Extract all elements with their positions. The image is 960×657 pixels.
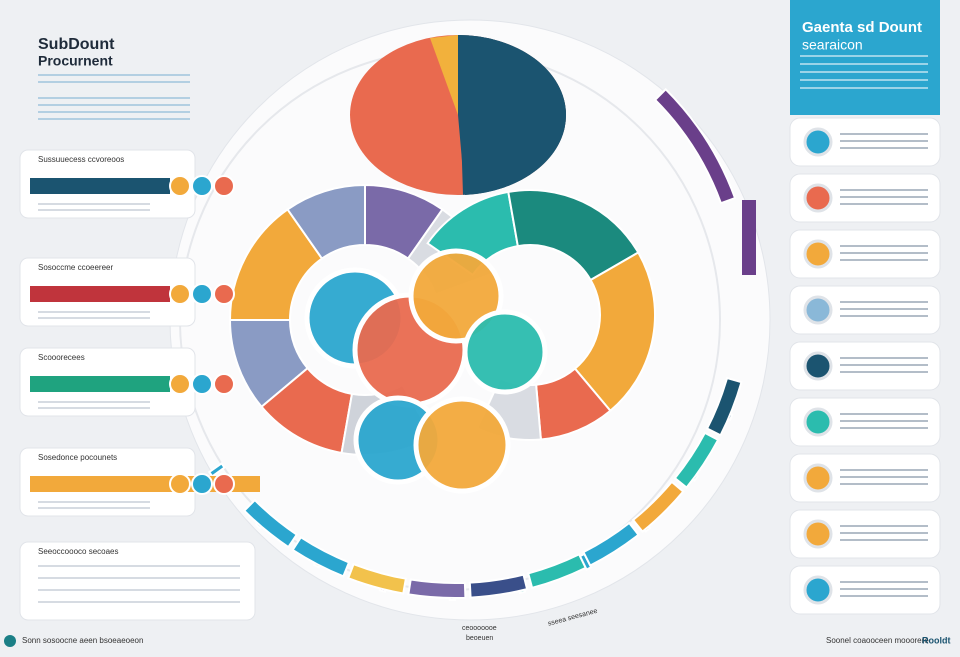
panel-icon xyxy=(169,283,191,305)
ring-segment xyxy=(653,87,737,205)
ring-segment xyxy=(582,521,640,567)
footer-text: Soonel coaooceen mooorere xyxy=(826,636,929,645)
footer-text: Sonn sosoocne aeen bsoeaeoeon xyxy=(22,636,143,645)
card-icon xyxy=(803,127,833,157)
card-icon xyxy=(803,575,833,605)
card xyxy=(789,565,941,615)
bubble xyxy=(413,396,511,494)
icon xyxy=(4,635,16,647)
card xyxy=(789,397,941,447)
ring-segment xyxy=(207,462,226,478)
center-label: beoeuen xyxy=(466,635,493,642)
bubble xyxy=(408,248,504,344)
panel-label: Seeoccoooco secoaes xyxy=(38,547,119,556)
panel-icon xyxy=(191,175,213,197)
card-icon xyxy=(803,463,833,493)
card xyxy=(789,341,941,391)
ring-segment xyxy=(242,498,299,549)
ring-segment xyxy=(346,562,408,595)
ring-segment xyxy=(407,578,467,599)
card-icon xyxy=(803,351,833,381)
card xyxy=(789,509,941,559)
panel-bar xyxy=(30,178,170,194)
ring-segment xyxy=(260,366,354,455)
ring-segment xyxy=(468,573,529,599)
header-box xyxy=(790,0,940,115)
card xyxy=(789,229,941,279)
card-icon xyxy=(803,407,833,437)
panel-icon xyxy=(169,373,191,395)
panel-icon xyxy=(191,373,213,395)
card xyxy=(789,285,941,335)
panel-label: Sussuuecess ccvoreoos xyxy=(38,155,124,164)
ring-segment xyxy=(631,480,685,533)
card-icon xyxy=(803,519,833,549)
ring-segment xyxy=(527,553,587,590)
ring-segment xyxy=(673,431,720,489)
panel-icon xyxy=(213,283,235,305)
card xyxy=(789,117,941,167)
bubble xyxy=(462,309,548,395)
ring-segment xyxy=(291,535,351,578)
card-icon xyxy=(803,183,833,213)
ring-segment xyxy=(228,319,309,409)
card-icon xyxy=(803,295,833,325)
title: SubDount xyxy=(38,36,115,53)
title: Procurnent xyxy=(38,53,113,69)
panel-icon xyxy=(213,373,235,395)
panel-label: Scooorecees xyxy=(38,353,85,362)
panel-bar xyxy=(30,376,170,392)
panel-icon xyxy=(191,283,213,305)
header-title: Gaenta sd Dount xyxy=(802,19,922,36)
card xyxy=(789,173,941,223)
ring-segment xyxy=(705,376,743,437)
panel-icon xyxy=(169,473,191,495)
panel-bar xyxy=(30,286,170,302)
panel-icon xyxy=(213,175,235,197)
panel xyxy=(19,541,256,621)
panel-label: Sosoccme ccoeereer xyxy=(38,263,113,272)
card xyxy=(789,453,941,503)
panel-icon xyxy=(213,473,235,495)
accent-bar xyxy=(742,200,756,275)
header-title: searaicon xyxy=(802,37,863,53)
panel-icon xyxy=(191,473,213,495)
pie-slice xyxy=(458,35,567,195)
pie-slice xyxy=(430,35,458,115)
center-label: ceooooooe xyxy=(462,625,497,632)
panel-icon xyxy=(169,175,191,197)
footer-brand: Rooldt xyxy=(922,635,951,645)
panel-label: Sosedonce pocounets xyxy=(38,453,117,462)
card-icon xyxy=(803,239,833,269)
